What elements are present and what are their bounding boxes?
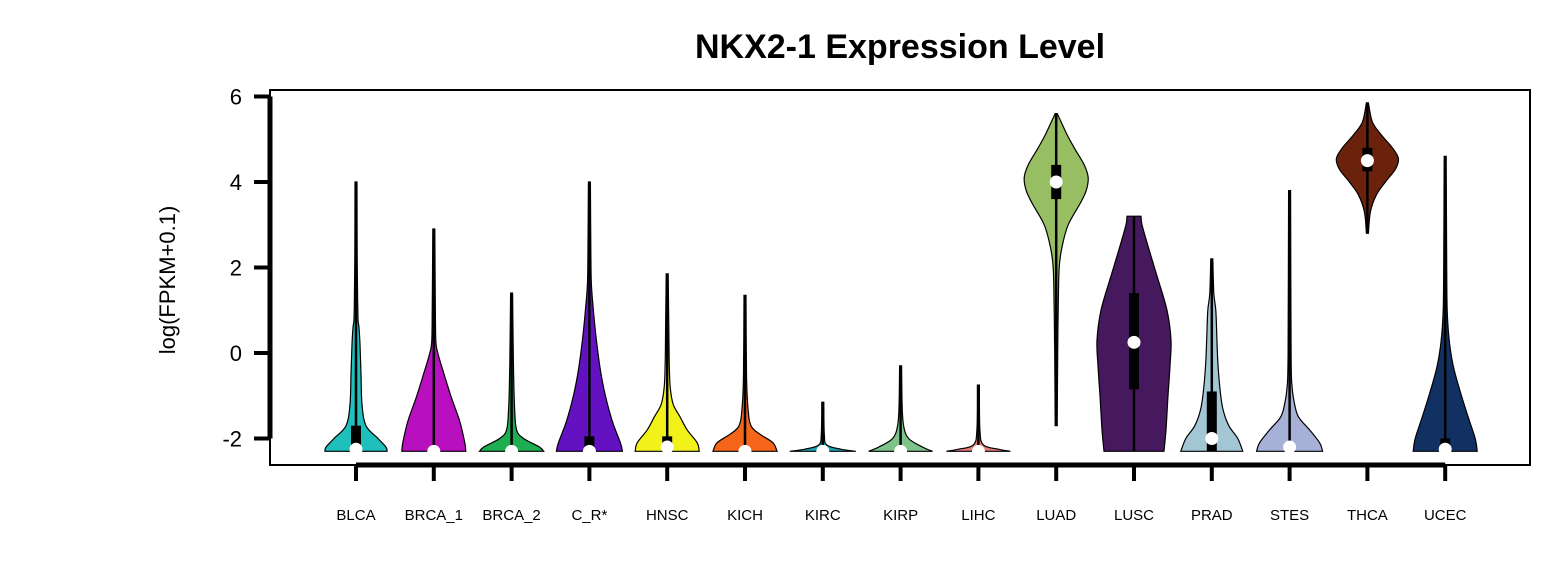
violin-lihc: [946, 384, 1011, 458]
x-tick-label: HNSC: [646, 507, 689, 524]
y-tick-label: 6: [230, 85, 242, 110]
median-point: [505, 444, 519, 458]
y-axis-label: log(FPKM+0.1): [155, 206, 180, 355]
violin-thca: [1335, 102, 1400, 234]
y-tick-label: 0: [230, 341, 242, 366]
chart-title: NKX2-1 Expression Level: [695, 28, 1105, 66]
violin-brca-1: [401, 228, 467, 458]
x-tick-label: STES: [1270, 507, 1309, 524]
x-tick-label: BRCA_2: [482, 507, 540, 524]
x-tick-label: BRCA_1: [405, 507, 463, 524]
iqr-box: [584, 436, 595, 452]
x-tick-label: KIRC: [805, 507, 841, 524]
median-point: [1438, 442, 1452, 456]
violin-brca-2: [478, 292, 546, 458]
x-axis: BLCA BRCA_1 BRCA_2 C_R* HNSC KICH KIRC KIRP LIHC…: [336, 462, 1467, 524]
median-point: [349, 442, 363, 456]
violin-lusc: [1096, 215, 1172, 452]
median-point: [1360, 154, 1374, 168]
x-tick-label: LUAD: [1036, 507, 1076, 524]
median-point: [1049, 175, 1063, 189]
median-point: [582, 444, 596, 458]
median-point: [427, 444, 441, 458]
median-point: [738, 444, 752, 458]
violin-kich: [712, 294, 778, 458]
violin-kirc: [789, 401, 856, 458]
violin-prad: [1179, 258, 1244, 452]
x-tick-label: KIRP: [883, 507, 918, 524]
x-tick-label: THCA: [1347, 507, 1388, 524]
median-point: [971, 444, 985, 458]
iqr-box: [1206, 391, 1217, 452]
violin-luad: [1023, 113, 1089, 427]
violins-group: [324, 102, 1478, 458]
median-point: [660, 440, 674, 454]
median-point: [816, 444, 830, 458]
median-point: [1205, 432, 1219, 445]
x-tick-label: UCEC: [1424, 507, 1467, 524]
y-tick-label: -2: [222, 427, 242, 452]
x-tick-label: C_R*: [571, 507, 607, 524]
x-tick-label: BLCA: [336, 507, 375, 524]
x-tick-label: LUSC: [1114, 507, 1154, 524]
median-point: [1283, 440, 1297, 454]
violin-stes: [1255, 190, 1324, 454]
median-point: [1127, 335, 1141, 349]
violin-kirp: [868, 365, 933, 458]
y-axis: -2 0 2 4 6: [222, 85, 273, 452]
violin-c-r-: [555, 181, 624, 458]
y-tick-label: 2: [230, 256, 242, 281]
violin-ucec: [1412, 155, 1478, 456]
violin-hnsc: [634, 273, 700, 454]
y-tick-label: 4: [230, 170, 242, 195]
iqr-box: [351, 425, 361, 452]
x-tick-label: LIHC: [961, 507, 995, 524]
x-tick-label: KICH: [727, 507, 763, 524]
median-point: [894, 444, 908, 458]
x-tick-label: PRAD: [1191, 507, 1233, 524]
violin-blca: [324, 181, 388, 456]
